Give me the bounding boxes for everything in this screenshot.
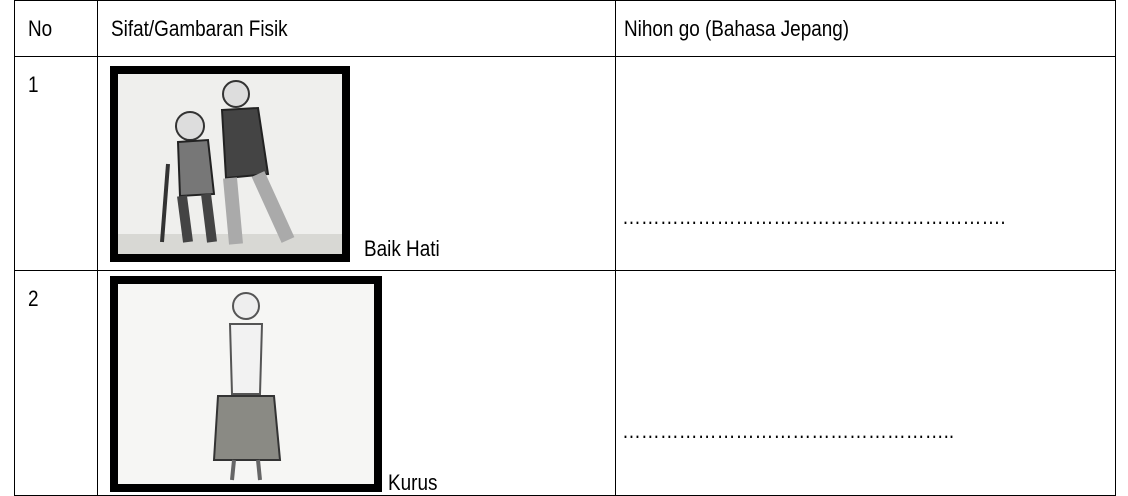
border	[14, 270, 1116, 271]
border	[14, 56, 1116, 57]
header-cell: No	[28, 16, 53, 41]
illustration-drawing	[118, 80, 342, 254]
trait-label: Kurus	[388, 470, 438, 495]
row-number: 2	[28, 286, 39, 311]
answer-blank: …………………………………………………….	[622, 204, 1006, 229]
header-cell: Sifat/Gambaran Fisik	[111, 16, 288, 41]
row-number: 1	[28, 72, 39, 97]
illustration	[110, 276, 382, 492]
border	[1115, 0, 1116, 496]
border	[97, 0, 98, 496]
illustration-drawing	[212, 292, 282, 481]
trait-label: Baik Hati	[364, 236, 440, 261]
header-cell: Nihon go (Bahasa Jepang)	[624, 16, 850, 41]
illustration	[110, 66, 350, 262]
border	[14, 0, 15, 496]
border	[14, 0, 1116, 1]
border	[615, 0, 616, 496]
answer-blank: ……………………………………………..	[622, 418, 955, 443]
